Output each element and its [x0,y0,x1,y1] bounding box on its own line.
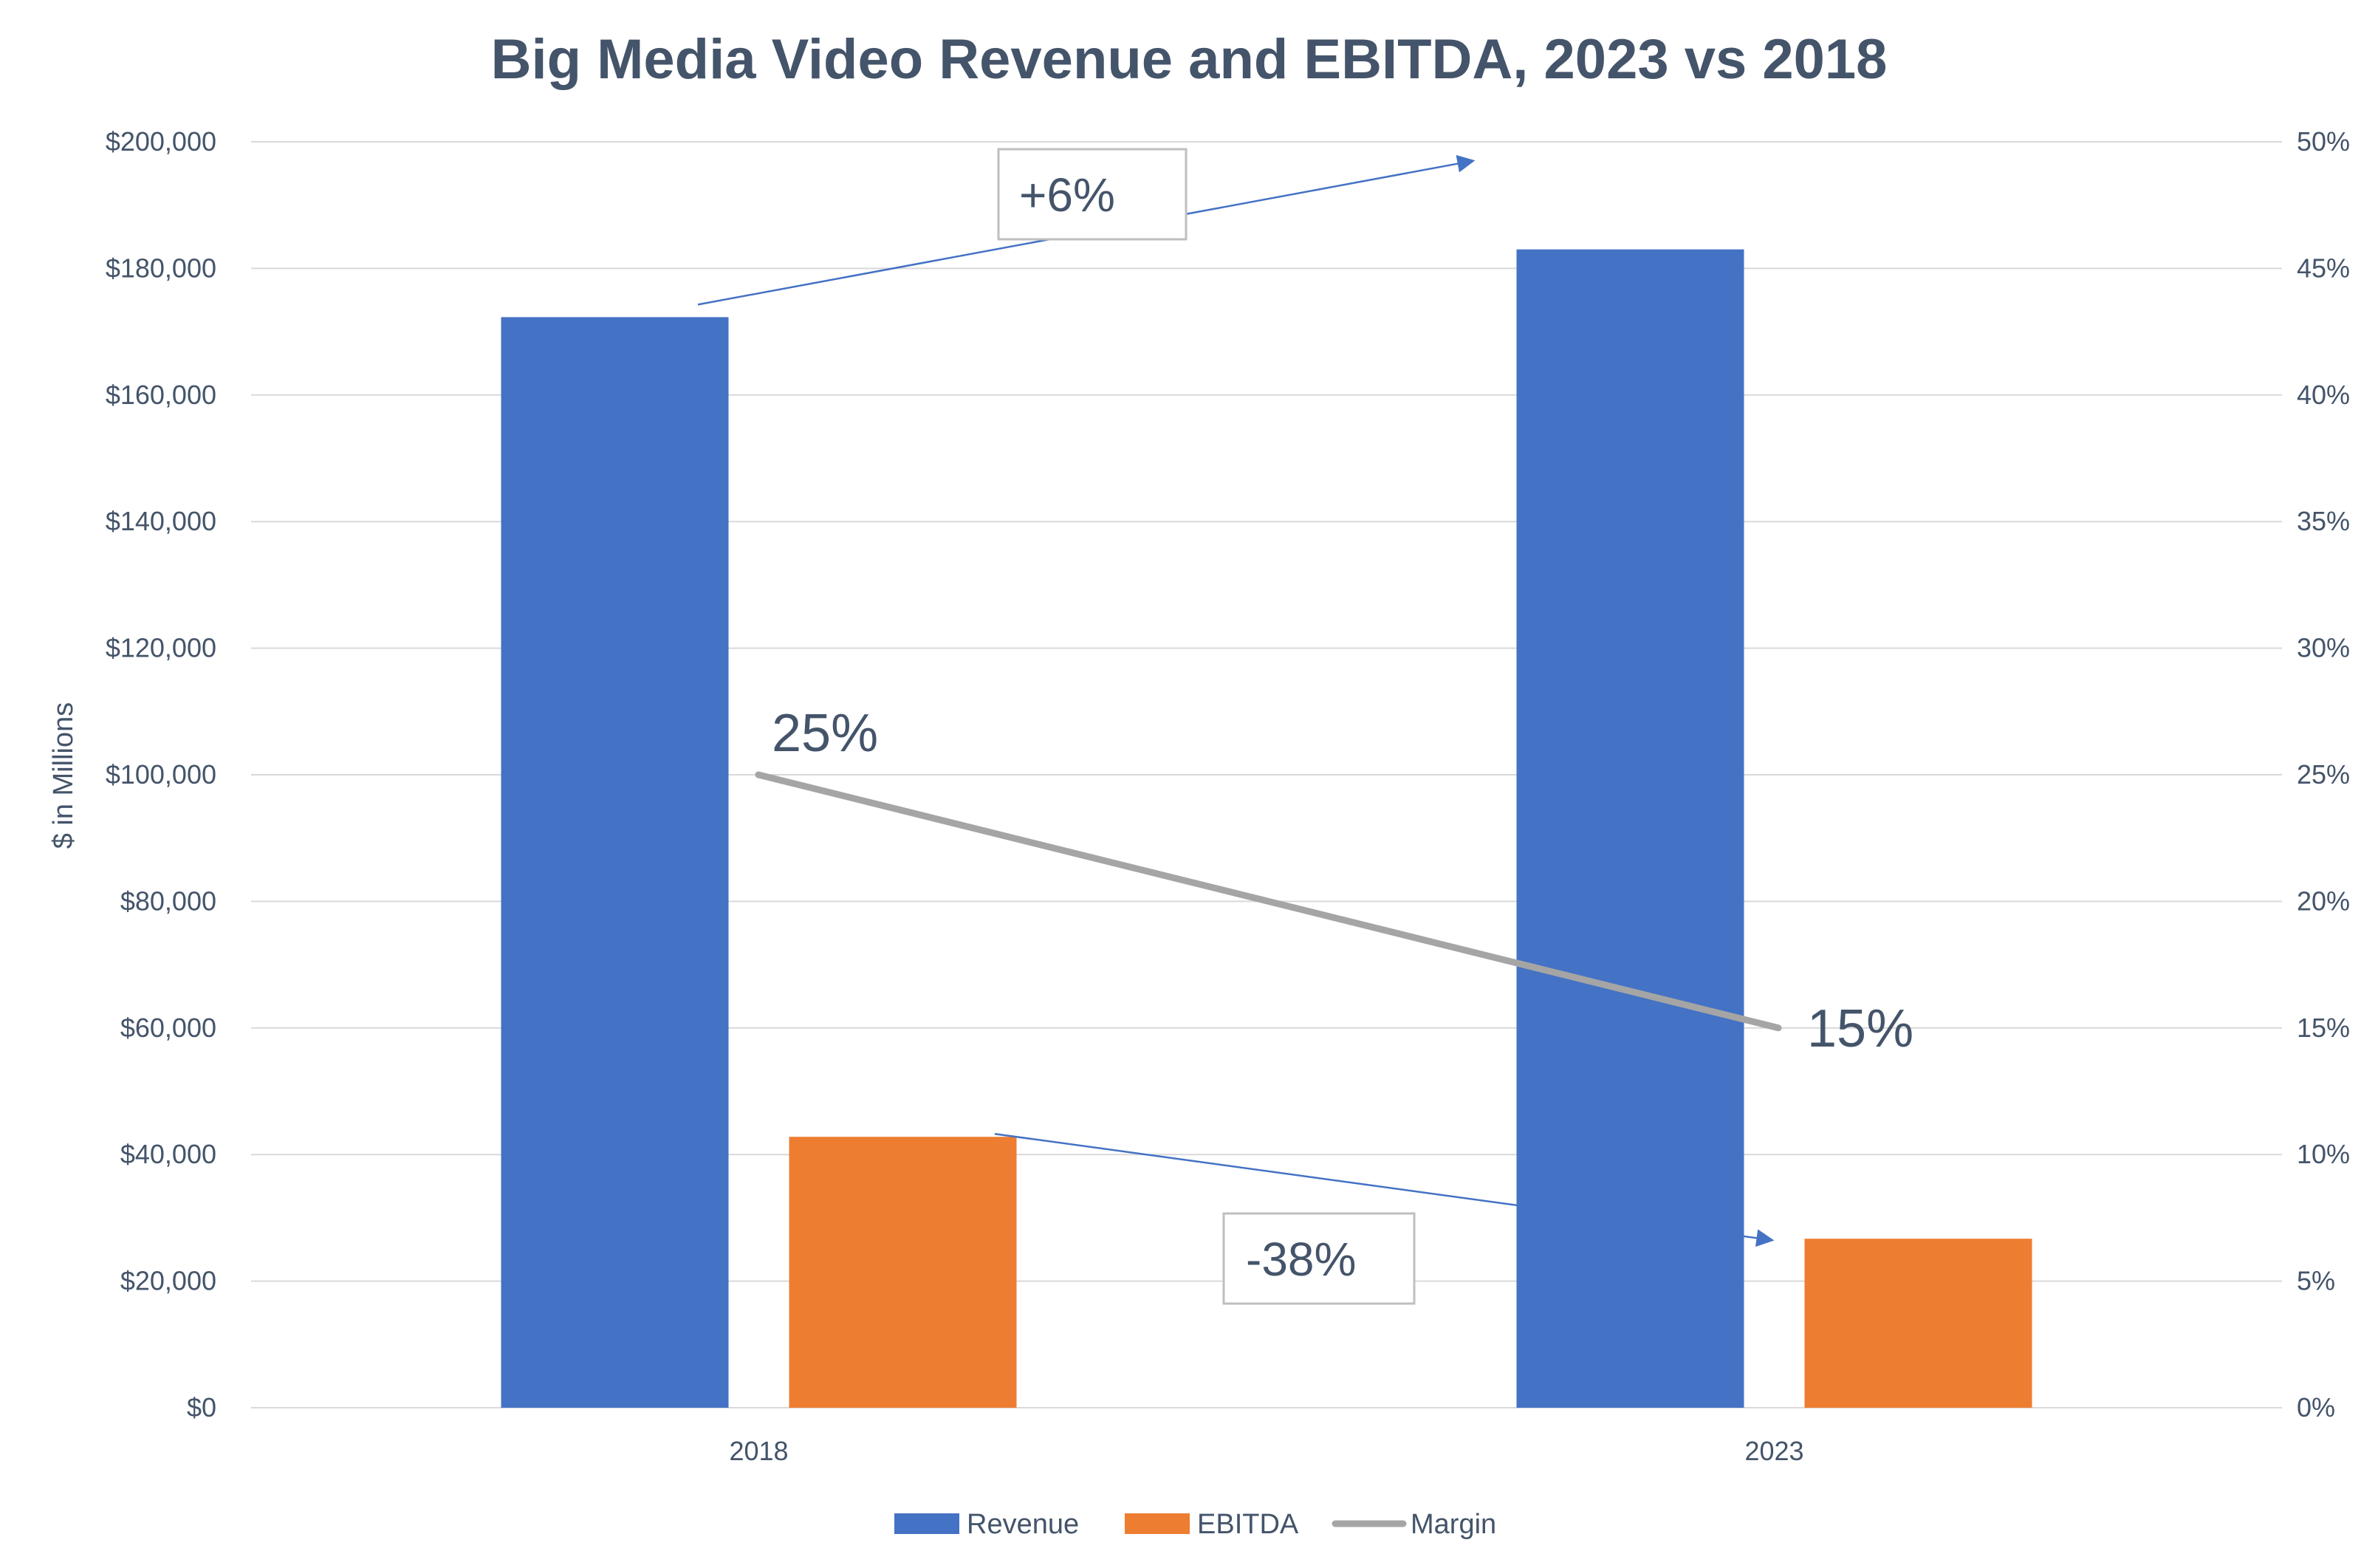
legend-swatch-ebitda [1125,1513,1190,1534]
change-annotations: +6% -38% [697,148,1775,1305]
y-tick-label: $120,000 [106,633,216,663]
y2-tick-label: 5% [2297,1266,2335,1296]
legend-swatch-revenue [894,1513,959,1534]
revenue-change-label: +6% [1019,168,1115,222]
legend-label-ebitda: EBITDA [1197,1509,1299,1540]
ebitda-change-box [1222,1212,1416,1305]
margin-label-2018: 25% [772,704,878,763]
y2-tick-label: 25% [2297,759,2350,790]
y2-tick-label: 45% [2297,253,2350,283]
y2-tick-label: 0% [2297,1392,2335,1423]
bar-revenue-2023 [1516,249,1744,1408]
y-tick-label: $0 [187,1392,216,1423]
y-axis-ticks: $0 $20,000 $40,000 $60,000 $80,000 $100,000 $1… [106,126,216,1423]
bar-ebitda-2023 [1804,1239,2032,1408]
x-tick-label: 2018 [729,1436,788,1466]
y2-tick-label: 35% [2297,506,2350,536]
bars [501,249,2032,1408]
y-tick-label: $180,000 [106,253,216,283]
ebitda-change-label: -38% [1246,1233,1356,1286]
x-tick-label: 2023 [1744,1436,1803,1466]
y-tick-label: $160,000 [106,380,216,410]
y2-tick-label: 15% [2297,1013,2350,1043]
y2-tick-label: 50% [2297,126,2350,157]
x-axis-ticks: 2018 2023 [729,1436,1803,1466]
y-tick-label: $60,000 [120,1013,216,1043]
y2-tick-label: 10% [2297,1139,2350,1169]
y2-tick-label: 30% [2297,633,2350,663]
y2-tick-label: 20% [2297,886,2350,916]
margin-line-group: 25% 15% [755,704,1913,1058]
chart-title: Big Media Video Revenue and EBITDA, 2023… [491,28,1888,91]
revenue-change-box [997,148,1188,241]
y-tick-label: $40,000 [120,1139,216,1169]
legend-label-margin: Margin [1411,1509,1496,1540]
ebitda-change-arrow [994,1132,1775,1247]
y2-tick-label: 40% [2297,380,2350,410]
y-tick-label: $80,000 [120,886,216,916]
y-tick-label: $100,000 [106,759,216,790]
margin-line [755,771,1782,1032]
y-tick-label: $20,000 [120,1266,216,1296]
y-tick-label: $200,000 [106,126,216,157]
y2-axis-ticks: 0% 5% 10% 15% 20% 25% 30% 35% 40% 45% 50% [2297,126,2350,1423]
bar-revenue-2018 [501,317,729,1408]
y-tick-label: $140,000 [106,506,216,536]
legend: Revenue EBITDA Margin [894,1509,1496,1540]
y-axis-label: $ in Millions [48,702,79,849]
legend-label-revenue: Revenue [967,1509,1079,1540]
margin-label-2023: 15% [1807,999,1913,1058]
bar-ebitda-2018 [789,1137,1017,1408]
